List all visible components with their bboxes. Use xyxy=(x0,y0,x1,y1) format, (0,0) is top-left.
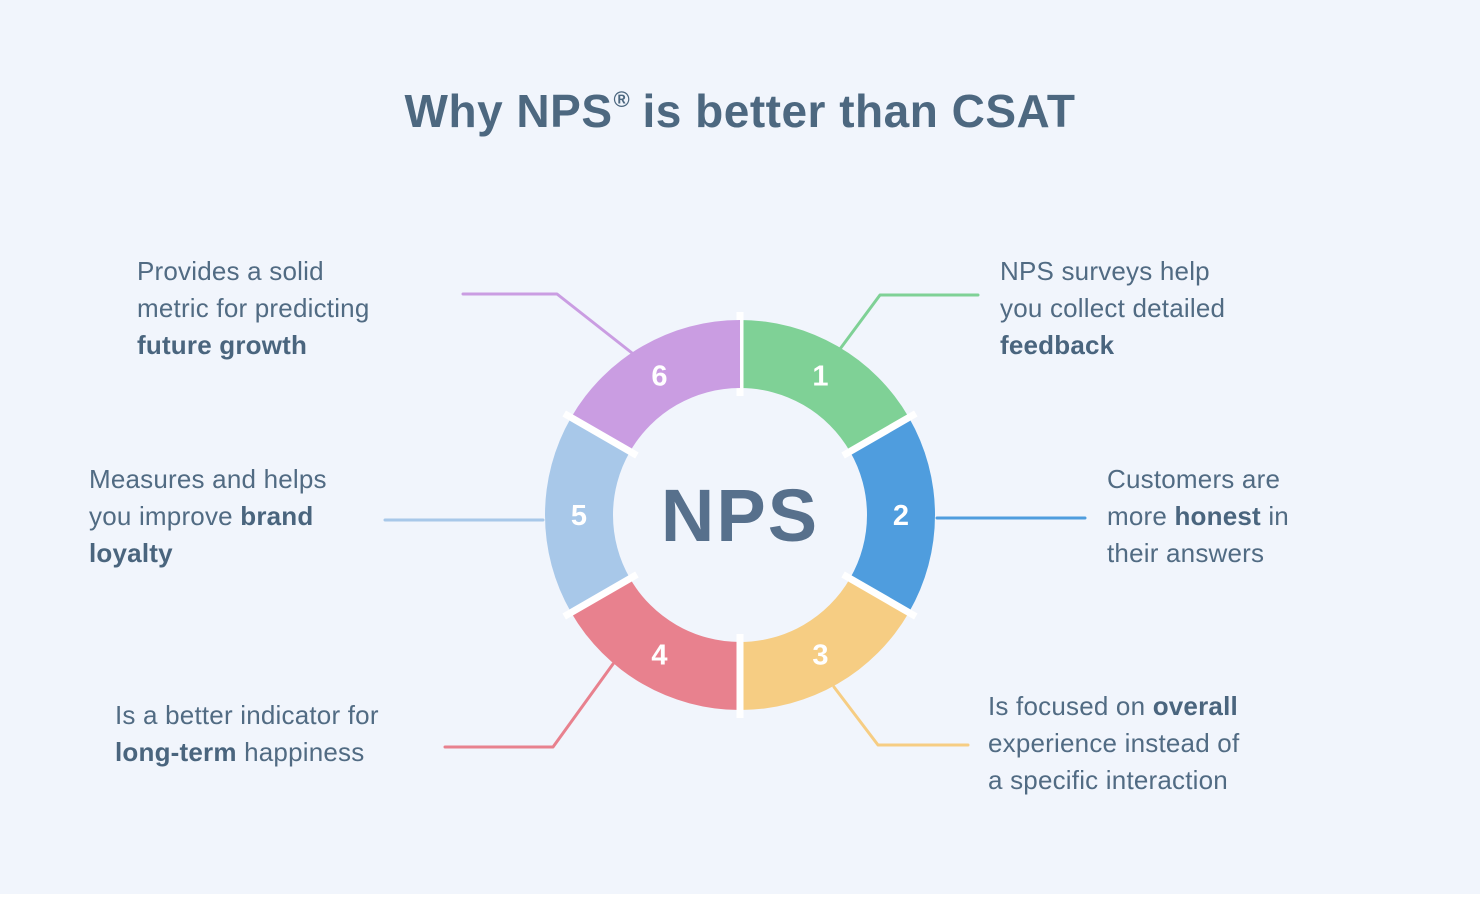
callout-line: you collect detailed xyxy=(1000,290,1225,327)
segment-gap xyxy=(562,410,639,459)
callout-line: Is focused on overall xyxy=(988,688,1239,725)
callout-line: NPS surveys help xyxy=(1000,253,1225,290)
callout-text: you improve xyxy=(89,501,241,531)
connector-line-4 xyxy=(443,662,615,749)
segment-4 xyxy=(571,578,740,710)
segment-number-1: 1 xyxy=(812,361,828,393)
callout-4: Is a better indicator for long-term happi… xyxy=(115,697,379,771)
segment-numbers: 1 2 3 4 5 6 xyxy=(571,361,909,672)
callout-text: you collect detailed xyxy=(1000,293,1226,323)
callout-text-bold: loyalty xyxy=(89,538,173,568)
callout-line: experience instead of xyxy=(988,725,1239,762)
bottom-edge-strip xyxy=(0,894,1480,900)
page-title: Why NPS® is better than CSAT xyxy=(0,84,1480,138)
segment-2 xyxy=(849,417,935,613)
callout-text: Is focused on xyxy=(988,691,1153,721)
segment-number-4: 4 xyxy=(651,639,667,671)
callout-2: Customers are more honest in their answers xyxy=(1107,461,1289,572)
segment-1 xyxy=(740,320,909,452)
callout-text: Customers are xyxy=(1107,464,1281,494)
callout-line: future growth xyxy=(137,327,370,364)
title-suffix: is better than CSAT xyxy=(629,85,1076,137)
callout-3: Is focused on overall experience instead … xyxy=(988,688,1239,799)
callout-line: loyalty xyxy=(89,535,327,572)
connector-line-3 xyxy=(832,685,970,747)
callout-6: Provides a solid metric for predicting fut… xyxy=(137,253,370,364)
callout-line: Is a better indicator for xyxy=(115,697,379,734)
donut-segments xyxy=(545,312,935,718)
segment-number-2: 2 xyxy=(893,500,909,532)
callout-text: Is a better indicator for xyxy=(115,700,379,730)
callout-text-bold: overall xyxy=(1152,691,1238,721)
callout-text-bold: brand xyxy=(240,501,314,531)
callout-line: their answers xyxy=(1107,535,1289,572)
callout-5: Measures and helps you improve brand loyal… xyxy=(89,461,327,572)
segment-gap xyxy=(841,571,918,620)
callout-text: more xyxy=(1107,501,1175,531)
callout-line: you improve brand xyxy=(89,498,327,535)
title-prefix: Why NPS xyxy=(404,85,613,137)
nps-center-label: NPS xyxy=(661,474,819,557)
callout-text: in xyxy=(1260,501,1289,531)
segment-number-3: 3 xyxy=(812,639,828,671)
callout-line: more honest in xyxy=(1107,498,1289,535)
segment-number-6: 6 xyxy=(651,361,667,393)
callout-line: Measures and helps xyxy=(89,461,327,498)
callout-text: happiness xyxy=(236,737,365,767)
callout-line: metric for predicting xyxy=(137,290,370,327)
callout-text-bold: honest xyxy=(1174,501,1261,531)
callout-line: feedback xyxy=(1000,327,1225,364)
segment-gap xyxy=(562,571,639,620)
callout-1: NPS surveys help you collect detailed feed… xyxy=(1000,253,1225,364)
callout-text-bold: long-term xyxy=(115,737,237,767)
callout-text: experience instead of xyxy=(988,728,1240,758)
callout-text-bold: future growth xyxy=(137,330,308,360)
connector-line-1 xyxy=(838,293,980,351)
callout-text-bold: feedback xyxy=(1000,330,1115,360)
connector-line-6 xyxy=(461,292,634,355)
segment-6 xyxy=(571,320,740,452)
callout-text: metric for predicting xyxy=(137,293,370,323)
callout-text: Measures and helps xyxy=(89,464,327,494)
registered-trademark-symbol: ® xyxy=(613,87,631,112)
callout-text: NPS surveys help xyxy=(1000,256,1210,286)
callout-line: long-term happiness xyxy=(115,734,379,771)
connector-lines xyxy=(383,292,1087,749)
callout-text: a specific interaction xyxy=(988,765,1228,795)
segment-5 xyxy=(545,417,631,613)
segment-3 xyxy=(740,578,909,710)
callout-line: a specific interaction xyxy=(988,762,1239,799)
callout-line: Customers are xyxy=(1107,461,1289,498)
segment-gap xyxy=(841,410,918,459)
segment-number-5: 5 xyxy=(571,500,587,532)
callout-text: their answers xyxy=(1107,538,1265,568)
callout-text: Provides a solid xyxy=(137,256,324,286)
callout-line: Provides a solid xyxy=(137,253,370,290)
